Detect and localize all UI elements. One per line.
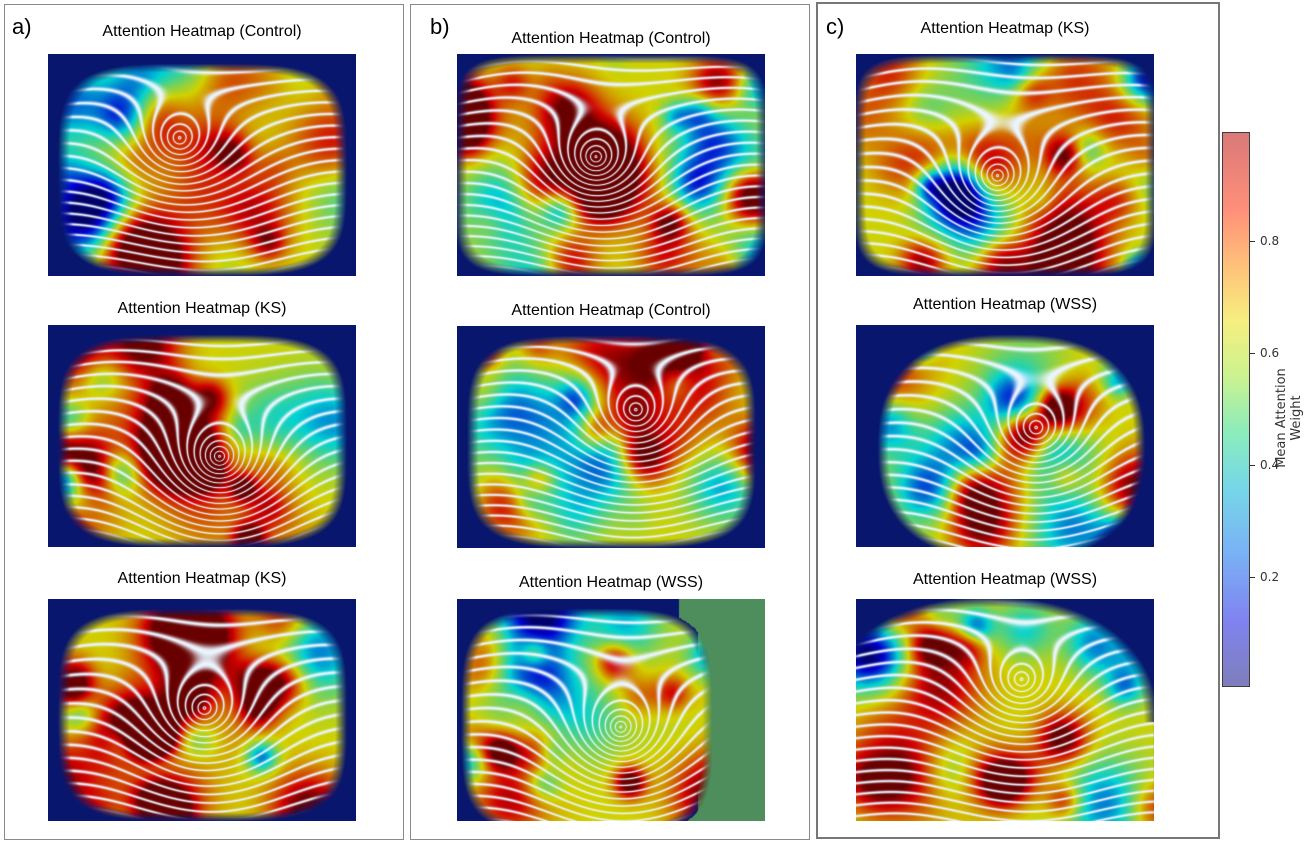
heatmap-title-c1: Attention Heatmap (KS)	[920, 20, 1090, 37]
fingerprint-heatmap-c2	[856, 325, 1154, 547]
fingerprint-heatmap-b1	[457, 54, 765, 276]
heatmap-title-a3: Attention Heatmap (KS)	[117, 570, 287, 587]
fingerprint-heatmap-a2	[48, 325, 356, 547]
colorbar-tick-label-0-4: 0.4	[1260, 458, 1280, 472]
colorbar-tick-label-0-8: 0.8	[1260, 234, 1280, 248]
heatmap-title-a1: Attention Heatmap (Control)	[102, 23, 302, 40]
fingerprint-heatmap-c3	[856, 599, 1154, 821]
heatmap-title-a2: Attention Heatmap (KS)	[117, 300, 287, 317]
colorbar-tick-label-0-2: 0.2	[1260, 570, 1280, 584]
fingerprint-heatmap-b3	[457, 599, 765, 821]
colorbar-axis-title: Mean Attention Weight	[1274, 368, 1304, 468]
fingerprint-heatmap-c1	[856, 54, 1154, 276]
colorbar-tick-0-4	[1250, 465, 1255, 466]
colorbar	[1222, 132, 1250, 687]
fingerprint-heatmap-a1	[48, 54, 356, 276]
colorbar-tick-0-2	[1250, 577, 1255, 578]
heatmap-title-c3: Attention Heatmap (WSS)	[912, 571, 1098, 588]
heatmap-title-b1: Attention Heatmap (Control)	[511, 30, 711, 47]
fingerprint-heatmap-a3	[48, 599, 356, 821]
panel-label-c: c)	[826, 14, 845, 39]
colorbar-tick-0-8	[1250, 241, 1255, 242]
colorbar-tick-0-6	[1250, 353, 1255, 354]
panel-label-a: a)	[12, 14, 32, 39]
colorbar-tick-label-0-6: 0.6	[1260, 346, 1280, 360]
heatmap-title-c2: Attention Heatmap (WSS)	[912, 296, 1098, 313]
heatmap-title-b3: Attention Heatmap (WSS)	[518, 574, 704, 591]
heatmap-title-b2: Attention Heatmap (Control)	[511, 302, 711, 319]
fingerprint-heatmap-b2	[457, 326, 765, 548]
panel-label-b: b)	[430, 14, 450, 39]
